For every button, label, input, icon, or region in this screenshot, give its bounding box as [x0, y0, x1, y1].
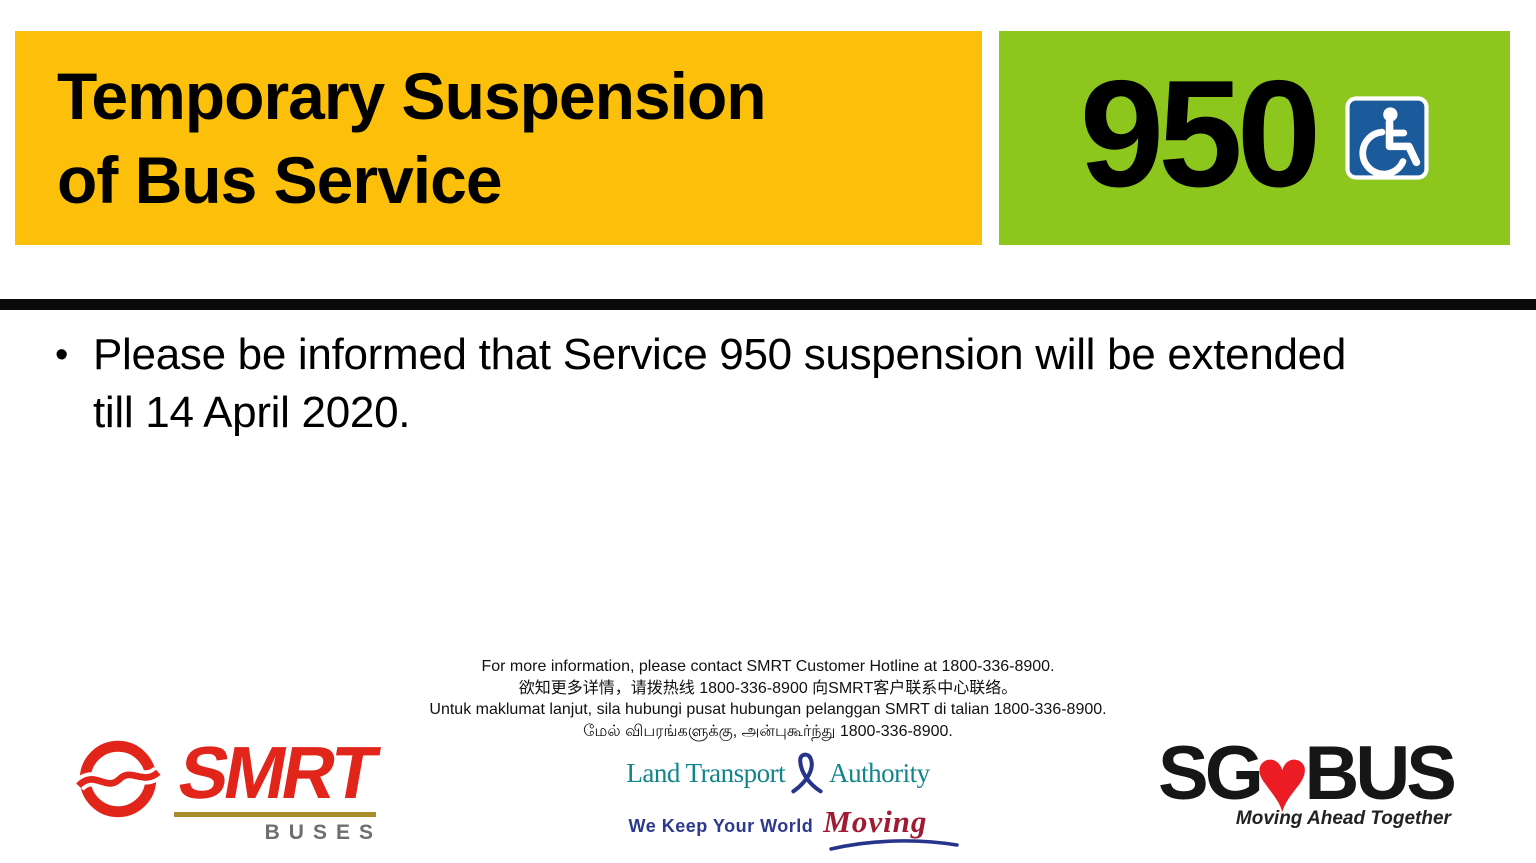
service-number: 950 — [1079, 48, 1322, 219]
page-title-line2: of Bus Service — [57, 143, 503, 217]
smrt-emblem-icon — [74, 735, 162, 845]
sgbus-wordmark: SG ♥ BUS — [1158, 731, 1457, 826]
heart-icon: ♥ — [1254, 729, 1310, 831]
smrt-wordmark-group: SMRT BUSES — [172, 731, 380, 845]
sgbus-prefix: SG — [1158, 731, 1264, 816]
lta-tagline-row: We Keep Your World Moving — [622, 804, 959, 851]
smrt-wordmark: SMRT — [172, 731, 381, 814]
sgbus-logo: SG ♥ BUS Moving Ahead Together — [1158, 731, 1457, 830]
smrt-buses-logo: SMRT BUSES — [74, 731, 381, 845]
lta-ribbon-icon — [785, 750, 829, 796]
bullet-marker: • — [55, 334, 69, 376]
contact-line-tamil: மேல் விபரங்களுக்கு, அன்புகூர்ந்து 1800-3… — [583, 722, 953, 740]
smrt-buses-label: BUSES — [264, 821, 382, 844]
smrt-gold-rule — [174, 812, 376, 817]
lta-name-right: Authority — [829, 757, 930, 788]
lta-tagline-script: Moving — [823, 804, 928, 839]
divider-line — [0, 299, 1536, 310]
notice-paragraph: • Please be informed that Service 950 su… — [55, 326, 1495, 442]
notice-text: Please be informed that Service 950 susp… — [93, 326, 1346, 442]
contact-line-english: For more information, please contact SMR… — [481, 658, 1055, 675]
lta-tagline-script-group: Moving — [823, 804, 959, 851]
wheelchair-accessible-icon — [1345, 95, 1429, 181]
contact-line-chinese: 欲知更多详情，请拨热线 1800-336-8900 向SMRT客户联系中心联络。 — [518, 679, 1018, 697]
lta-logo: Land Transport Authority We Keep Your Wo… — [622, 750, 959, 851]
lta-name-row: Land Transport Authority — [622, 750, 934, 796]
contact-line-malay: Untuk maklumat lanjut, sila hubungi pusa… — [429, 701, 1107, 718]
notice-text-line1: Please be informed that Service 950 susp… — [93, 330, 1346, 379]
title-banner: Temporary Suspension of Bus Service — [15, 31, 982, 245]
sgbus-tagline: Moving Ahead Together — [1235, 808, 1451, 829]
notice-text-line2: till 14 April 2020. — [93, 388, 411, 437]
page-title-line1: Temporary Suspension — [57, 59, 767, 133]
service-banner: 950 — [999, 31, 1510, 245]
lta-name-left: Land Transport — [626, 757, 786, 788]
lta-swoosh-icon — [829, 839, 959, 851]
contact-info-block: For more information, please contact SMR… — [0, 656, 1536, 742]
lta-tagline-prefix: We Keep Your World — [628, 816, 814, 836]
sgbus-suffix: BUS — [1304, 731, 1456, 816]
